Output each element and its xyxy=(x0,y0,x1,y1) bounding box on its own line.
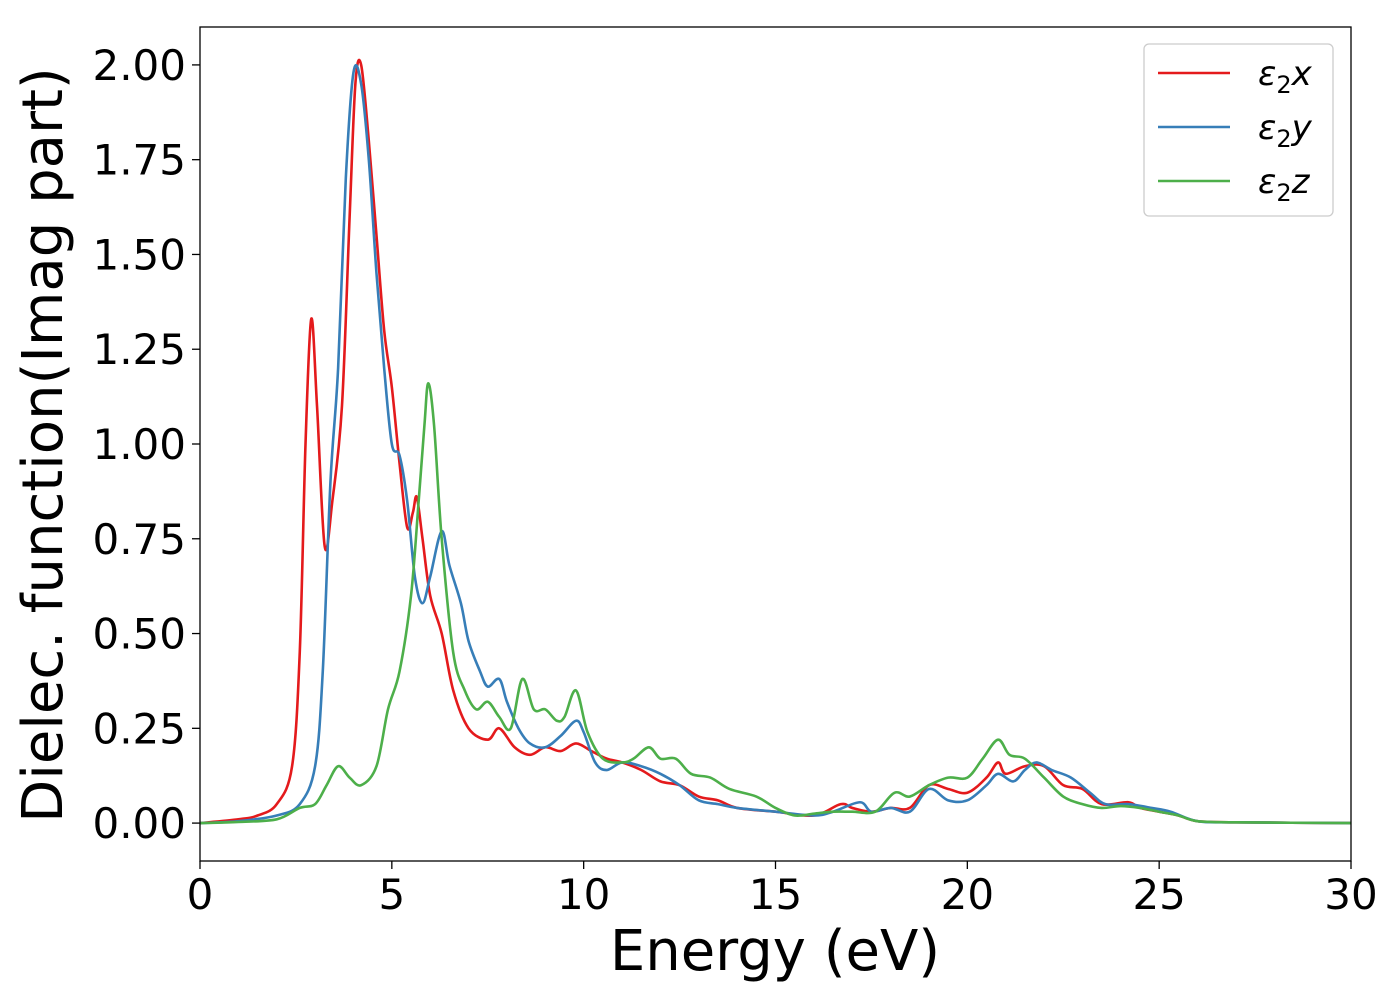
legend: ε2x ε2y ε2z xyxy=(1143,43,1334,217)
y-tick-label: 0.50 xyxy=(92,610,186,659)
curves-layer xyxy=(199,58,1352,825)
legend-box xyxy=(1143,43,1334,217)
y-tick-label: 1.50 xyxy=(92,230,186,279)
y-axis: 0.00 0.25 0.50 0.75 1.00 1.25 1.50 1.75 2.00 xyxy=(92,41,200,848)
y-tick-label: 2.00 xyxy=(92,41,186,90)
y-axis-title: Dielec. function(Imag part) xyxy=(11,67,76,823)
legend-label-z: ε2z xyxy=(1258,162,1311,207)
x-tick-label: 0 xyxy=(187,870,214,919)
legend-label-y: ε2y xyxy=(1258,108,1313,153)
series-line-y xyxy=(199,64,1352,825)
x-tick-label: 30 xyxy=(1324,870,1377,919)
y-tick-label: 0.00 xyxy=(92,799,186,848)
y-tick-label: 0.25 xyxy=(92,704,186,753)
legend-label-x: ε2x xyxy=(1258,54,1313,99)
x-axis-title: Energy (eV) xyxy=(610,919,940,984)
x-tick-label: 10 xyxy=(557,870,610,919)
y-tick-label: 1.75 xyxy=(92,136,186,185)
x-axis: 0 5 10 15 20 25 30 xyxy=(187,861,1378,919)
y-tick-label: 1.25 xyxy=(92,325,186,374)
x-tick-label: 15 xyxy=(749,870,802,919)
series-line-z xyxy=(199,382,1352,825)
x-tick-label: 25 xyxy=(1132,870,1185,919)
y-tick-label: 1.00 xyxy=(92,420,186,469)
x-tick-label: 20 xyxy=(941,870,994,919)
y-tick-label: 0.75 xyxy=(92,515,186,564)
x-tick-label: 5 xyxy=(378,870,405,919)
